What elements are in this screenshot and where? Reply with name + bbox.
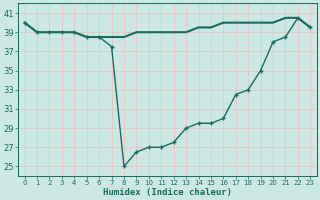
X-axis label: Humidex (Indice chaleur): Humidex (Indice chaleur) bbox=[103, 188, 232, 197]
